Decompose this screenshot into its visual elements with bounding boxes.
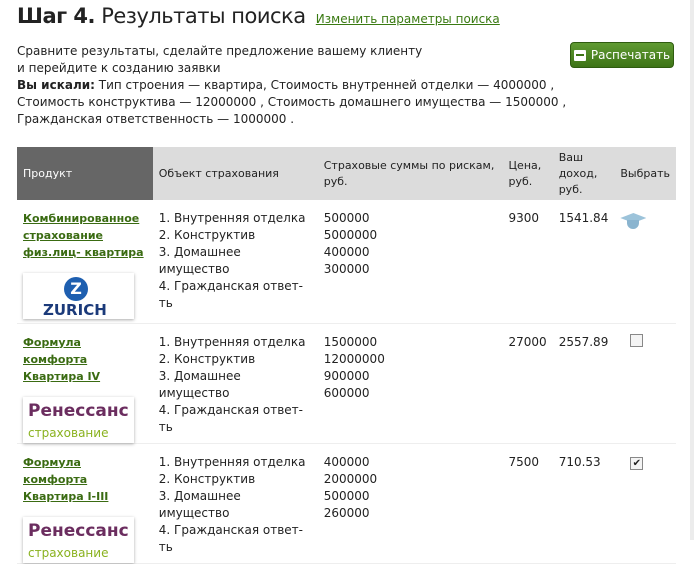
price-cell: 9300	[502, 200, 553, 324]
object-cell: 1. Внутренняя отделка 2. Конструктив 3. До…	[152, 323, 318, 444]
sums-cell: 400000 2000000 500000 260000	[317, 443, 503, 564]
sum-item: 260000	[323, 505, 370, 520]
print-button[interactable]: Распечатать	[570, 42, 674, 68]
select-checkbox[interactable]: ✔	[630, 456, 644, 470]
object-item: 2. Конструктив	[158, 228, 256, 242]
col-product: Продукт	[17, 147, 153, 200]
sum-item: 500000	[323, 211, 370, 225]
income-cell: 1541.84	[552, 200, 615, 324]
object-item: 3. Домашнее имущество	[158, 488, 241, 520]
zurich-logo: Z ZURICH	[23, 273, 134, 319]
select-cell	[614, 323, 676, 444]
price-cell: 27000	[502, 323, 553, 444]
object-item: 4. Гражданская ответ-ть	[158, 522, 303, 554]
product-link[interactable]: Формула комфорта Квартира IV	[23, 335, 101, 383]
results-table: Продукт Объект страхования Страховые сум…	[17, 147, 676, 564]
income-cell: 2557.89	[552, 323, 615, 444]
col-object: Объект страхования	[152, 147, 318, 200]
intro-line: Сравните результаты, сделайте предложени…	[17, 44, 423, 58]
table-row: Формула комфорта Квартира I-III Ренессанс…	[17, 443, 676, 564]
col-select: Выбрать	[614, 147, 676, 200]
sum-item: 400000	[323, 454, 370, 469]
sum-item: 400000	[323, 245, 370, 259]
graduation-cap-icon[interactable]	[620, 210, 646, 232]
object-item: 2. Конструктив	[158, 351, 256, 366]
step-label: Шаг 4.	[17, 4, 96, 28]
searched-label: Вы искали:	[17, 78, 95, 92]
renessans-name: Ренессанс	[28, 520, 129, 541]
select-cell	[614, 200, 676, 324]
searched-text: Тип строения — квартира, Стоимость внутр…	[17, 78, 567, 126]
sums-cell: 500000 5000000 400000 300000	[317, 200, 503, 324]
object-cell: 1. Внутренняя отделка 2. Конструктив 3. До…	[152, 200, 318, 324]
product-cell: Формула комфорта Квартира I-III Ренессанс…	[17, 443, 153, 564]
col-income: Ваш доход, руб.	[552, 147, 615, 200]
sum-item: 1500000	[323, 334, 378, 349]
object-item: 3. Домашнее имущество	[158, 368, 241, 400]
col-sums: Страховые суммы по рискам, руб.	[317, 147, 503, 200]
object-item: 4. Гражданская ответ-ть	[158, 402, 303, 434]
sum-item: 5000000	[323, 228, 378, 242]
object-item: 2. Конструктив	[158, 471, 256, 486]
sum-item: 300000	[323, 262, 370, 276]
col-price: Цена, руб.	[502, 147, 553, 200]
zurich-name: ZURICH	[43, 301, 107, 319]
select-cell: ✔	[614, 443, 676, 564]
printer-icon	[573, 49, 586, 61]
object-cell: 1. Внутренняя отделка 2. Конструктив 3. До…	[152, 443, 318, 564]
renessans-logo: Ренессанс страхование	[23, 396, 134, 443]
title-text: Результаты поиска	[101, 4, 306, 28]
income-cell: 710.53	[552, 443, 615, 564]
select-checkbox[interactable]	[630, 333, 644, 347]
object-item: 1. Внутренняя отделка	[158, 454, 306, 469]
sum-item: 2000000	[323, 471, 378, 486]
zurich-symbol: Z	[64, 277, 88, 301]
intro: Сравните результаты, сделайте предложени…	[17, 43, 597, 128]
sum-item: 500000	[323, 488, 370, 503]
sum-item: 12000000	[323, 351, 385, 366]
sum-item: 900000	[323, 368, 370, 383]
renessans-sub: страхование	[28, 425, 109, 440]
product-link[interactable]: Формула комфорта Квартира I-III	[23, 455, 109, 503]
renessans-sub: страхование	[28, 545, 109, 560]
product-cell: Комбинированное страхование физ.лиц- ква…	[17, 200, 153, 324]
print-label: Распечатать	[590, 48, 671, 62]
object-item: 3. Домашнее имущество	[158, 245, 241, 276]
renessans-name: Ренессанс	[28, 400, 129, 421]
sum-item: 600000	[323, 385, 370, 400]
intro-line: и перейдите к созданию заявки	[17, 61, 221, 75]
object-item: 1. Внутренняя отделка	[158, 211, 306, 225]
table-row: Формула комфорта Квартира IV Ренессанс стр…	[17, 323, 676, 444]
product-link[interactable]: Комбинированное страхование физ.лиц- ква…	[23, 212, 144, 259]
page-frame	[690, 0, 694, 540]
table-row: Комбинированное страхование физ.лиц- ква…	[17, 200, 676, 324]
sums-cell: 1500000 12000000 900000 600000	[317, 323, 503, 444]
product-cell: Формула комфорта Квартира IV Ренессанс стр…	[17, 323, 153, 444]
object-item: 4. Гражданская ответ-ть	[158, 279, 303, 310]
change-params-link[interactable]: Изменить параметры поиска	[315, 12, 500, 26]
price-cell: 7500	[502, 443, 553, 564]
search-summary: Вы искали: Тип строения — квартира, Стои…	[17, 77, 597, 128]
object-item: 1. Внутренняя отделка	[158, 334, 306, 349]
page-title: Шаг 4. Результаты поиска Изменить параме…	[17, 4, 500, 28]
